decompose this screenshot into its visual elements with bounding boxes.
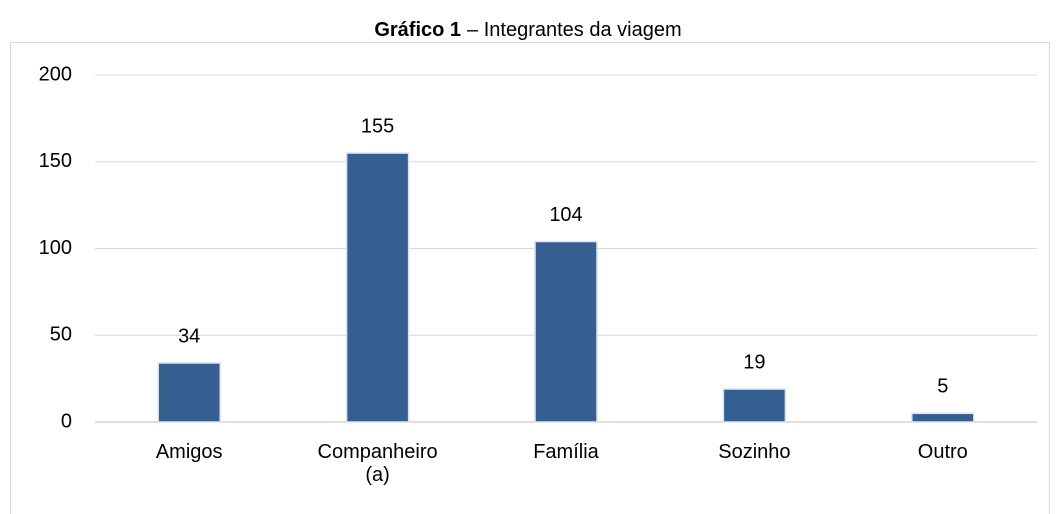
x-tick-label: Amigos [155, 441, 223, 463]
x-tick-label: Família [533, 441, 599, 463]
x-tick-label: Outro [917, 441, 968, 463]
x-tick-label: Companheiro (a) [317, 441, 438, 486]
y-tick-label: 0 [61, 410, 72, 432]
y-tick-label: 150 [39, 150, 72, 172]
bar [345, 152, 410, 423]
x-tick-label: Sozinho [718, 441, 791, 463]
y-tick-label: 50 [50, 324, 72, 346]
data-label: 19 [743, 351, 765, 373]
bar [911, 412, 975, 423]
bar [722, 388, 787, 423]
data-label: 104 [549, 204, 582, 226]
bar [534, 240, 598, 423]
chart-title: Gráfico 1 – Integrantes da viagem [374, 19, 681, 41]
title-rest: – Integrantes da viagem [467, 19, 682, 41]
y-tick-label: 200 [39, 63, 72, 85]
data-label: 5 [937, 376, 948, 398]
title-bold: Gráfico 1 [374, 19, 461, 41]
data-label: 155 [361, 115, 394, 137]
chart-frame [10, 42, 1050, 514]
data-label: 34 [178, 325, 200, 347]
y-tick-label: 100 [39, 237, 72, 259]
bar [157, 362, 221, 423]
